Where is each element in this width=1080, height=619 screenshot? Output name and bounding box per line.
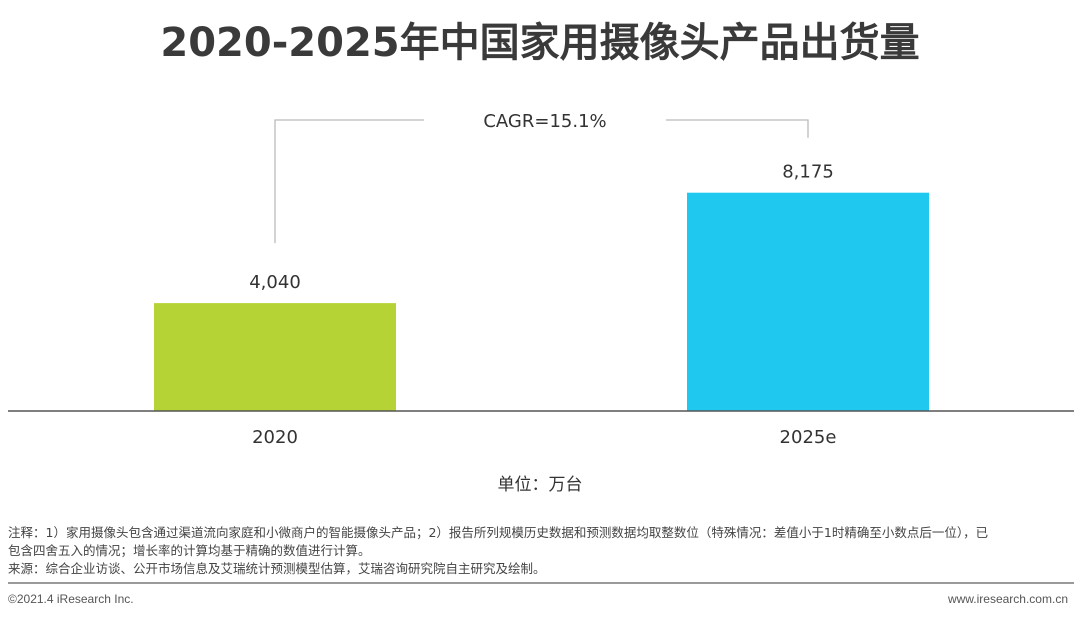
- x-tick-label-2025e: 2025e: [780, 427, 837, 448]
- unit-label: 单位：万台: [497, 475, 583, 495]
- notes: 注释：1）家用摄像头包含通过渠道流向家庭和小微商户的智能摄像头产品；2）报告所列…: [8, 524, 1074, 578]
- data-label-2020: 4,040: [249, 272, 301, 293]
- cagr-annotation: CAGR=15.1%: [483, 111, 606, 132]
- cagr-bracket-left: [274, 119, 424, 244]
- footer-divider: [8, 582, 1074, 584]
- bar-chart: 4,040 2020 8,175 2025e CAGR=15.1%: [8, 111, 1074, 448]
- copyright: ©2021.4 iResearch Inc.: [8, 592, 134, 606]
- bar-2025e: [687, 192, 929, 411]
- cagr-bracket-right: [666, 119, 809, 138]
- note-line-1: 注释：1）家用摄像头包含通过渠道流向家庭和小微商户的智能摄像头产品；2）报告所列…: [8, 525, 989, 540]
- x-tick-label-2020: 2020: [252, 427, 298, 448]
- data-label-2025e: 8,175: [782, 162, 834, 183]
- source-note: 来源：综合企业访谈、公开市场信息及艾瑞统计预测模型估算，艾瑞咨询研究院自主研究及…: [8, 561, 546, 576]
- website-link[interactable]: www.iresearch.com.cn: [947, 592, 1068, 606]
- chart-title: 2020-2025年中国家用摄像头产品出货量: [160, 20, 920, 66]
- bar-2020: [154, 303, 396, 411]
- note-line-2: 包含四舍五入的情况；增长率的计算均基于精确的数值进行计算。: [8, 543, 371, 558]
